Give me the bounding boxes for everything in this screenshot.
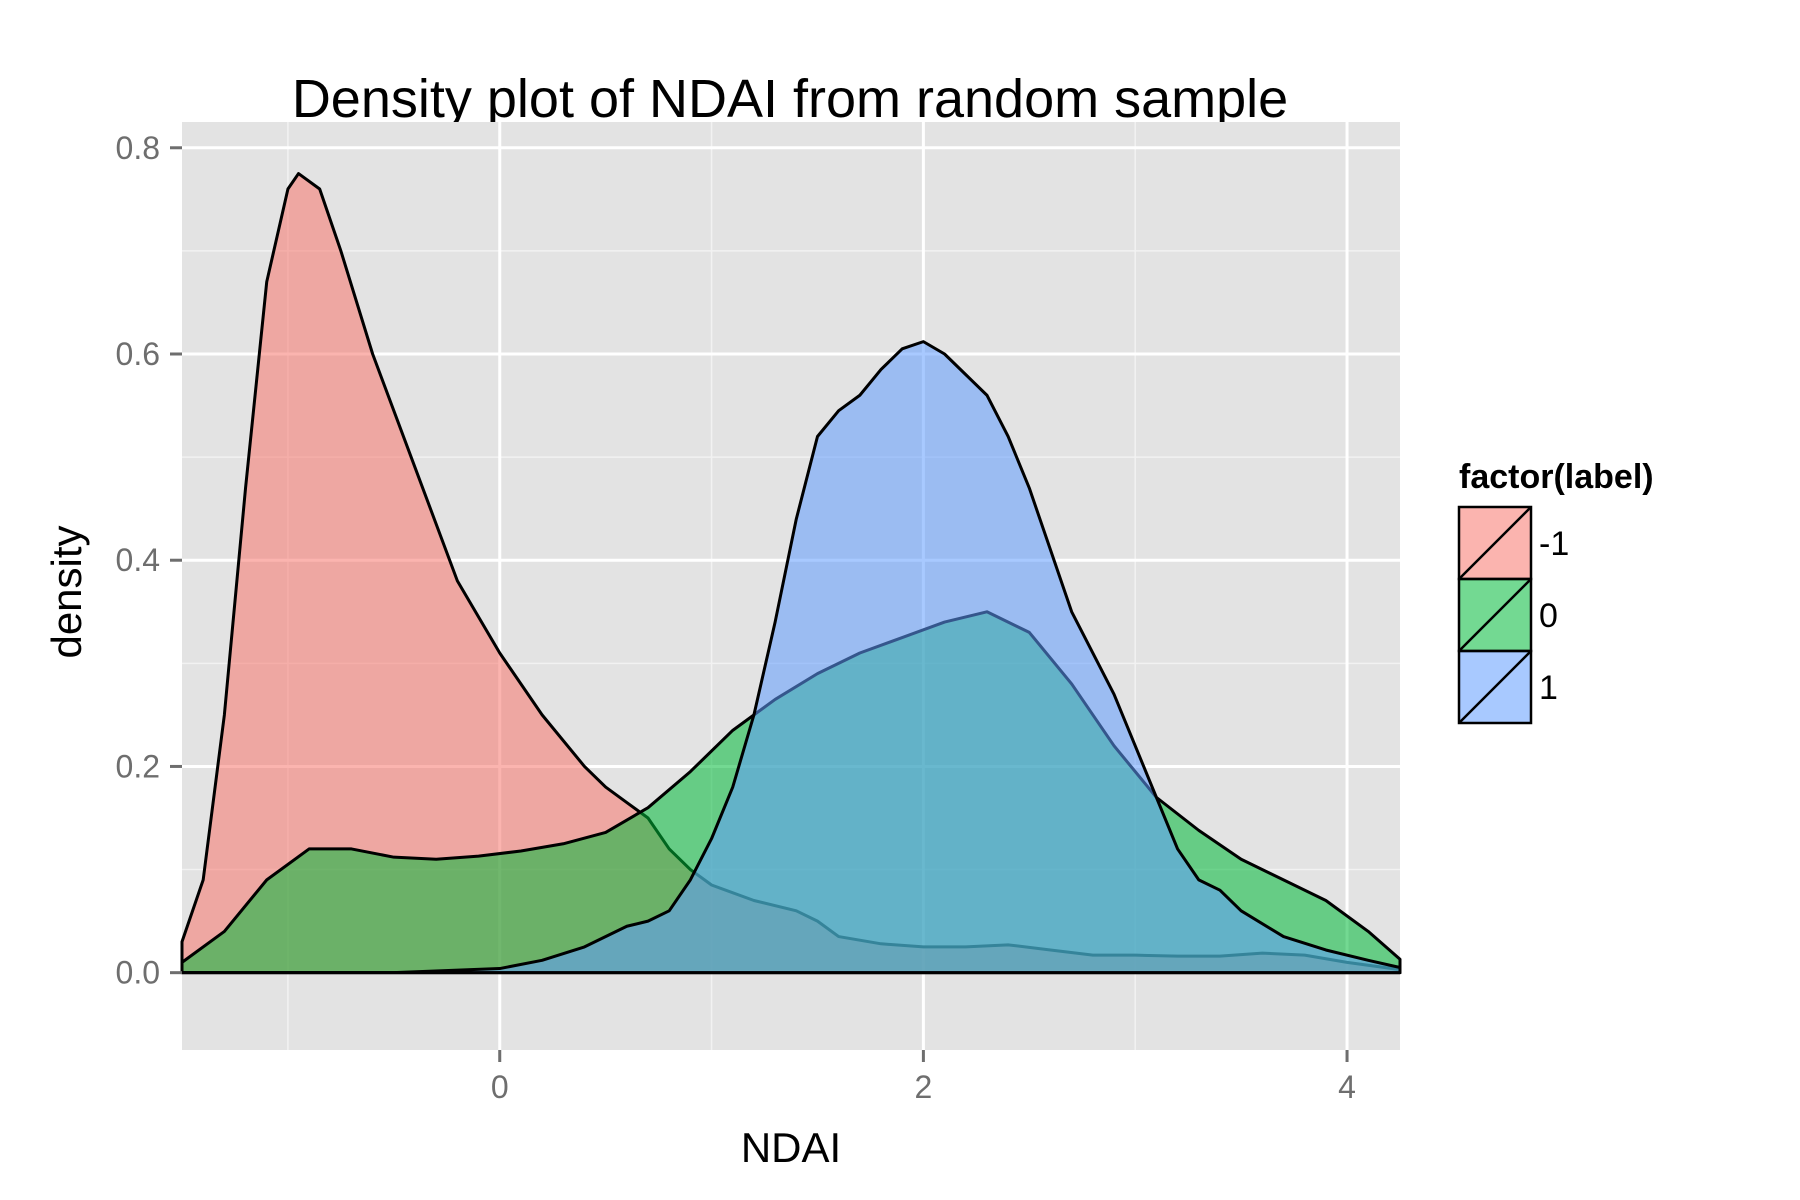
legend-label-1: 1 — [1539, 669, 1558, 707]
x-tick-label: 4 — [1338, 1069, 1356, 1105]
y-tick-label: 0.4 — [116, 542, 160, 578]
x-axis-ticks: 0 2 4 — [491, 1050, 1356, 1105]
density-areas — [180, 172, 1402, 975]
legend-title: factor(label) — [1459, 458, 1654, 496]
chart-title: Density plot of NDAI from random sample — [292, 69, 1288, 129]
y-tick-label: 0.2 — [116, 748, 160, 784]
legend-key-diagonal — [1458, 578, 1532, 652]
legend-key-diagonal — [1458, 650, 1532, 724]
legend-items: -1 0 1 — [1457, 505, 1569, 725]
x-tick-label: 2 — [914, 1069, 932, 1105]
x-tick-label: 0 — [491, 1069, 509, 1105]
legend-label-1: -1 — [1539, 525, 1569, 563]
y-tick-label: 0.0 — [116, 955, 160, 991]
legend-key-diagonal — [1458, 506, 1532, 580]
y-axis-ticks: 0.0 0.2 0.4 0.6 0.8 — [116, 130, 182, 991]
legend: factor(label) -1 0 1 — [1457, 458, 1654, 725]
y-tick-label: 0.8 — [116, 130, 160, 166]
y-axis-label: density — [43, 525, 90, 658]
y-tick-label: 0.6 — [116, 336, 160, 372]
legend-label-0: 0 — [1539, 597, 1558, 635]
density-area-1 — [180, 340, 1402, 975]
x-axis-label: NDAI — [741, 1124, 841, 1171]
